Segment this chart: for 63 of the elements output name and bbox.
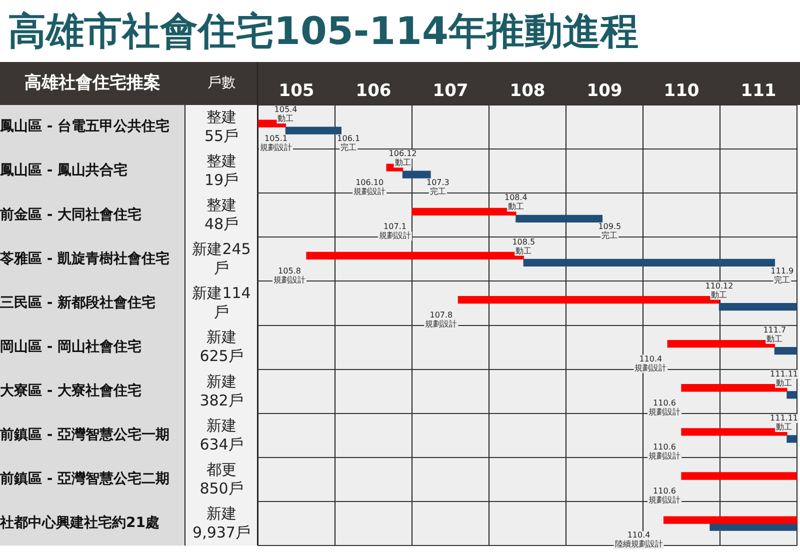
text: 新建 9,937戶 bbox=[192, 504, 250, 542]
annotation: 107.8 規劃設計 bbox=[425, 310, 458, 328]
bar bbox=[786, 435, 797, 443]
bar bbox=[285, 126, 342, 134]
x-tick-label: 110 bbox=[664, 81, 700, 102]
x-tick-label: 111 bbox=[740, 81, 776, 102]
annotation: 111.11 動工 bbox=[770, 369, 798, 388]
annotation: 108.4 動工 bbox=[504, 193, 528, 212]
bar bbox=[786, 391, 797, 399]
annotation: 106.12 動工 bbox=[388, 149, 417, 168]
annotation: 109.5 完工 bbox=[598, 222, 622, 240]
annotation: 107.3 完工 bbox=[426, 178, 450, 196]
x-tick-label: 107 bbox=[432, 81, 468, 102]
y-tick-label: 大寮區 - 大寮社會住宅 bbox=[0, 382, 142, 400]
x-tick-label: 106 bbox=[356, 81, 392, 102]
chart-title: 高雄市社會住宅105-114年推動進程 bbox=[7, 8, 640, 55]
annotation: 111.9 完工 bbox=[770, 266, 794, 284]
x-tick-label: 109 bbox=[586, 81, 622, 102]
bar bbox=[718, 302, 797, 311]
y-tick-label: 社都中心興建社宅約21處 bbox=[0, 514, 160, 532]
bar bbox=[402, 170, 431, 178]
text: 新建 382戶 bbox=[200, 372, 244, 410]
annotation: 105.4 動工 bbox=[274, 105, 298, 124]
y-axis-title: 高雄社會住宅推案 bbox=[24, 72, 160, 93]
annotation: 110.6 規劃設計 bbox=[648, 486, 680, 505]
bar bbox=[774, 347, 797, 355]
annotation: 105.8 規劃設計 bbox=[274, 266, 306, 284]
y-tick-label: 岡山區 - 岡山社會住宅 bbox=[0, 338, 142, 355]
text: 戶數 bbox=[208, 75, 236, 92]
text: 新建245 戶 bbox=[192, 240, 251, 278]
annotation: 106.10 規劃設計 bbox=[354, 178, 386, 196]
bar bbox=[681, 472, 797, 480]
y-tick-label: 苓雅區 - 凱旋青樹社會住宅 bbox=[0, 250, 170, 267]
y-tick-label: 鳳山區 - 鳳山共合宅 bbox=[0, 162, 128, 179]
text: 都更 850戶 bbox=[200, 460, 244, 498]
x-tick-label: 108 bbox=[510, 81, 546, 102]
text: 整建 48戶 bbox=[204, 196, 239, 234]
text: 新建114 戶 bbox=[192, 284, 251, 322]
bar bbox=[516, 214, 603, 222]
annotation: 110.4 規劃設計 bbox=[634, 354, 667, 372]
annotation: 111.7 動工 bbox=[763, 325, 786, 344]
y-tick-label: 三民區 - 新都段社會住宅 bbox=[0, 294, 156, 311]
annotation: 106.1 完工 bbox=[337, 134, 360, 152]
bar bbox=[523, 258, 775, 267]
annotation: 110.6 規劃設計 bbox=[648, 398, 680, 416]
y-tick-label: 前鎮區 - 亞灣智慧公宅二期 bbox=[0, 470, 170, 488]
y-tick-label: 鳳山區 - 台電五甲公共住宅 bbox=[0, 118, 170, 135]
y-tick-label: 前鎮區 - 亞灣智慧公宅一期 bbox=[0, 426, 170, 444]
annotation: 110.6 規劃設計 bbox=[648, 442, 680, 461]
text: 整建 55戶 bbox=[204, 108, 239, 145]
text: 整建 19戶 bbox=[204, 152, 239, 189]
annotation: 107.1 規劃設計 bbox=[379, 222, 411, 240]
annotation: 110.12 動工 bbox=[705, 281, 734, 300]
x-tick-label: 105 bbox=[278, 81, 314, 102]
annotation: 105.1 規劃設計 bbox=[260, 134, 292, 152]
annotation: 111.11 動工 bbox=[770, 414, 798, 432]
text: 新建 634戶 bbox=[200, 416, 244, 454]
annotation: 108.5 動工 bbox=[512, 237, 536, 256]
bar bbox=[710, 523, 797, 531]
annotation: 110.4 陸續規劃設計 bbox=[614, 530, 663, 549]
text: 新建 625戶 bbox=[200, 328, 244, 366]
bar bbox=[663, 516, 797, 524]
y-tick-label: 前金區 - 大同社會住宅 bbox=[0, 206, 142, 223]
